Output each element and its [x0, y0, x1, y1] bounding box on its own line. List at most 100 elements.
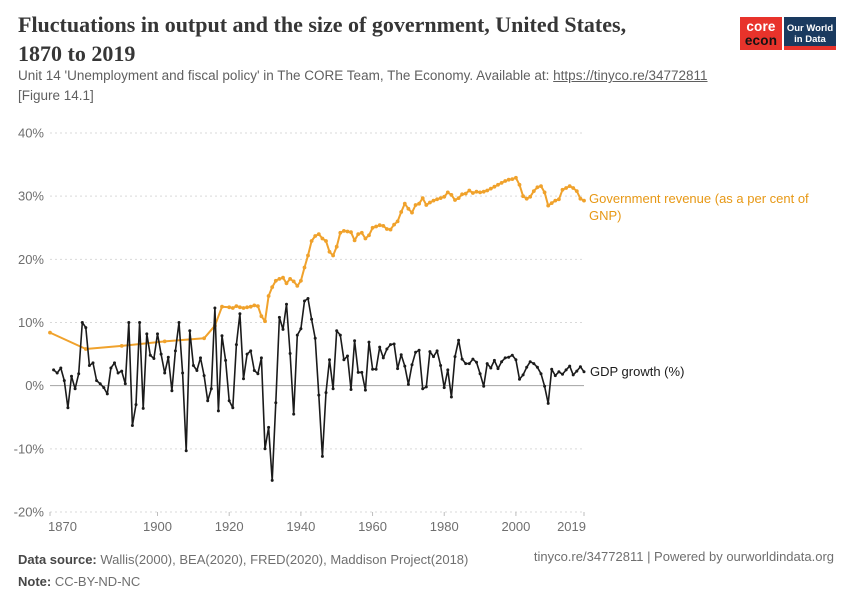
- gdp-growth-line-point: [553, 374, 557, 378]
- government-revenue-line-point: [417, 201, 421, 206]
- gdp-growth-line-point: [453, 355, 457, 359]
- gdp-growth-line-point: [105, 392, 109, 396]
- data-source-text: Wallis(2000), BEA(2020), FRED(2020), Mad…: [96, 552, 469, 567]
- gdp-growth-line-point: [460, 357, 464, 361]
- x-tick-label: 1960: [358, 519, 387, 534]
- series-label-government-revenue: Government revenue (as a per cent of GNP…: [589, 191, 809, 223]
- gdp-growth-line-point: [70, 374, 73, 378]
- government-revenue-line-point: [370, 225, 375, 230]
- chart-subtitle: Unit 14 'Unemployment and fiscal policy'…: [18, 68, 823, 83]
- government-revenue-line-point: [467, 188, 472, 193]
- gdp-growth-line-point: [550, 367, 554, 371]
- y-tick-label: -20%: [14, 505, 45, 520]
- gdp-growth-line-point: [55, 371, 59, 375]
- gdp-growth-line-point: [295, 333, 299, 337]
- gdp-growth-line-point: [543, 384, 547, 388]
- government-revenue-line-point: [352, 238, 357, 243]
- government-revenue-line-point: [485, 188, 490, 193]
- government-revenue-line-point: [445, 190, 450, 195]
- gdp-growth-line-point: [202, 374, 206, 378]
- gdp-growth-line-point: [396, 367, 400, 371]
- government-revenue-line-point: [202, 336, 207, 341]
- government-revenue-line-point: [395, 219, 400, 224]
- core-logo-text-bottom: econ: [744, 32, 778, 48]
- government-revenue-line-point: [385, 227, 389, 231]
- government-revenue-line-point: [273, 278, 278, 283]
- owid-logo-red-strip: [784, 46, 836, 50]
- gdp-growth-line-point: [417, 348, 421, 352]
- government-revenue-line-point: [119, 344, 124, 348]
- gdp-growth-line-point: [328, 358, 331, 362]
- gdp-growth-line-point: [80, 321, 84, 324]
- owid-logo: Our World in Data: [784, 17, 836, 50]
- source-link[interactable]: https://tinyco.re/34772811: [553, 68, 708, 83]
- government-revenue-line-point: [374, 224, 378, 229]
- gdp-growth-line-point: [489, 366, 493, 370]
- government-revenue-line-point: [392, 222, 396, 227]
- gdp-growth-line-point: [238, 312, 242, 316]
- government-revenue-line-point: [499, 181, 504, 185]
- gdp-growth-line-point: [231, 406, 235, 410]
- gdp-growth-line-point: [98, 382, 102, 386]
- government-revenue-line-point: [338, 230, 343, 235]
- government-revenue-line-point: [256, 304, 260, 308]
- gdp-growth-line-point: [156, 332, 159, 336]
- government-revenue-line-point: [402, 201, 407, 206]
- gdp-growth-line: [52, 297, 585, 482]
- gdp-growth-line-point: [331, 387, 335, 391]
- gdp-growth-line-point: [191, 364, 195, 367]
- gdp-growth-line-point: [406, 382, 410, 386]
- gdp-growth-line-point: [535, 365, 539, 369]
- government-revenue-line-point: [471, 191, 475, 195]
- gdp-growth-line-point: [532, 362, 536, 366]
- gdp-growth-line-point: [109, 366, 113, 370]
- gdp-growth-line-point: [95, 379, 99, 383]
- gdp-growth-line-point: [507, 355, 511, 359]
- gdp-growth-line-point: [457, 338, 461, 342]
- government-revenue-line-point: [356, 232, 361, 236]
- gdp-growth-line-point: [177, 321, 181, 324]
- government-revenue-line-point: [324, 239, 328, 243]
- gdp-growth-line-point: [234, 343, 238, 347]
- government-revenue-line-point: [431, 198, 436, 203]
- gdp-growth-line-point: [249, 349, 253, 353]
- government-revenue-line-point: [535, 185, 540, 190]
- government-revenue-line-point: [302, 265, 307, 270]
- government-revenue-line-point: [309, 239, 314, 243]
- government-revenue-line-point: [549, 201, 554, 205]
- note-label: Note:: [18, 573, 52, 589]
- government-revenue-line-point: [478, 190, 482, 195]
- gdp-growth-line-point: [206, 399, 210, 403]
- y-tick-label: 0%: [25, 378, 44, 393]
- government-revenue-line-point: [263, 319, 267, 324]
- gdp-growth-line-point: [557, 370, 561, 374]
- government-revenue-line-point: [514, 175, 518, 180]
- government-revenue-line-point: [435, 197, 439, 202]
- government-revenue-line-point: [539, 184, 543, 188]
- government-revenue-line-point: [295, 284, 300, 288]
- government-revenue-line-point: [162, 339, 167, 344]
- government-revenue-line-point: [574, 189, 579, 193]
- gdp-growth-line-point: [582, 370, 586, 374]
- gdp-growth-line-point: [288, 352, 292, 355]
- gdp-growth-line-point: [500, 360, 504, 364]
- government-revenue-line-point: [571, 186, 576, 190]
- government-revenue-line-point: [245, 305, 250, 310]
- government-revenue-line-point: [406, 206, 411, 211]
- gdp-growth-line-point: [492, 358, 496, 362]
- gdp-growth-line-point: [270, 478, 274, 482]
- government-revenue-line-point: [277, 277, 282, 281]
- gdp-growth-line-point: [148, 353, 152, 357]
- gdp-growth-line-point: [385, 347, 389, 351]
- government-revenue-line-point: [291, 279, 296, 284]
- government-revenue-line-point: [334, 244, 339, 249]
- gdp-growth-line-point: [242, 377, 245, 381]
- government-revenue-line-point: [399, 210, 404, 214]
- figure-reference: [Figure 14.1]: [18, 88, 94, 103]
- gdp-growth-line-point: [184, 449, 188, 453]
- x-tick-label: 1900: [143, 519, 172, 534]
- gdp-growth-line-point: [163, 371, 167, 375]
- government-revenue-line-point: [299, 278, 303, 283]
- note-text: CC-BY-ND-NC: [51, 573, 141, 589]
